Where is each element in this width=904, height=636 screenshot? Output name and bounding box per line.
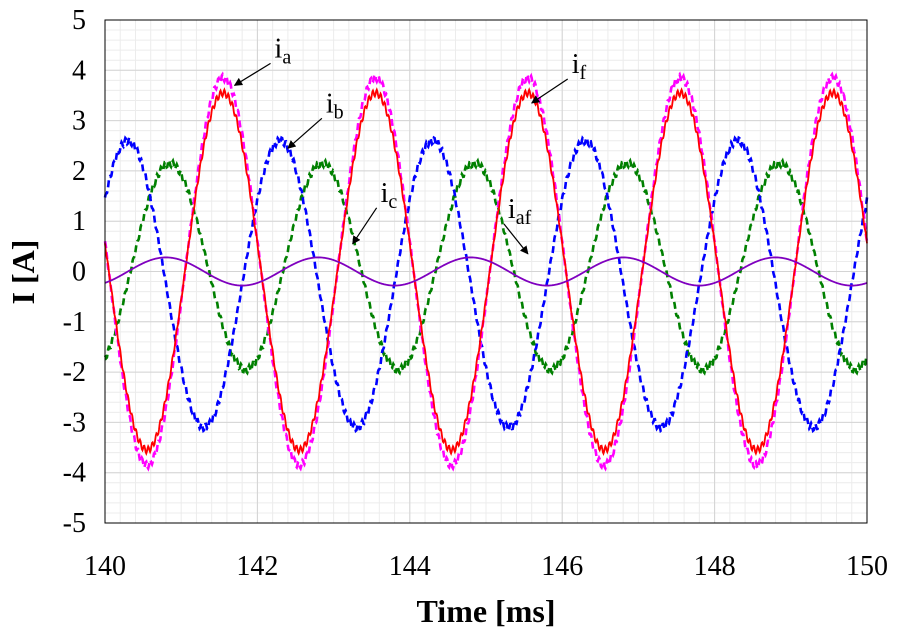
y-tick-label: -3 xyxy=(63,407,86,438)
y-tick-labels: 5 4 3 2 1 0 -1 -2 -3 -4 -5 xyxy=(63,5,86,539)
x-tick-label: 148 xyxy=(694,551,736,582)
x-axis-title: Time [ms] xyxy=(417,593,556,629)
annotation-arrow xyxy=(287,117,323,149)
plot-area-frame xyxy=(104,19,868,524)
annotation-label-iaf: iaf xyxy=(508,194,532,229)
y-tick-label: -2 xyxy=(63,357,86,388)
x-tick-label: 140 xyxy=(84,551,126,582)
annotation-arrow xyxy=(503,223,529,255)
series-line-ib xyxy=(103,135,869,434)
y-tick-label: 5 xyxy=(72,5,86,36)
series-layer xyxy=(103,71,869,472)
annotation-label-ib: ib xyxy=(326,88,344,123)
annotation-label-if: if xyxy=(572,49,587,84)
y-axis-title: I [A] xyxy=(5,240,41,305)
y-tick-label: -1 xyxy=(63,307,86,338)
y-tick-label: 0 xyxy=(72,257,86,288)
y-tick-label: 3 xyxy=(72,106,86,137)
x-tick-label: 150 xyxy=(846,551,888,582)
y-tick-label: 1 xyxy=(72,206,86,237)
x-tick-label: 146 xyxy=(541,551,583,582)
annotation-label-ic: ic xyxy=(381,178,398,213)
annotation-label-ia: ia xyxy=(275,33,292,68)
y-tick-label: -5 xyxy=(63,508,86,539)
series-line-ic xyxy=(103,157,869,376)
y-tick-label: -4 xyxy=(63,458,86,489)
x-tick-label: 142 xyxy=(236,551,278,582)
annotation-arrow xyxy=(233,62,271,86)
series-line-if xyxy=(104,87,868,456)
annotation-arrow xyxy=(531,78,569,104)
y-tick-label: 4 xyxy=(72,55,86,86)
x-tick-labels: 140 142 144 146 148 150 xyxy=(84,551,888,582)
series-line-iaf xyxy=(104,256,868,287)
x-tick-label: 144 xyxy=(389,551,431,582)
annotation-arrow xyxy=(352,207,378,245)
y-tick-label: 2 xyxy=(72,156,86,187)
